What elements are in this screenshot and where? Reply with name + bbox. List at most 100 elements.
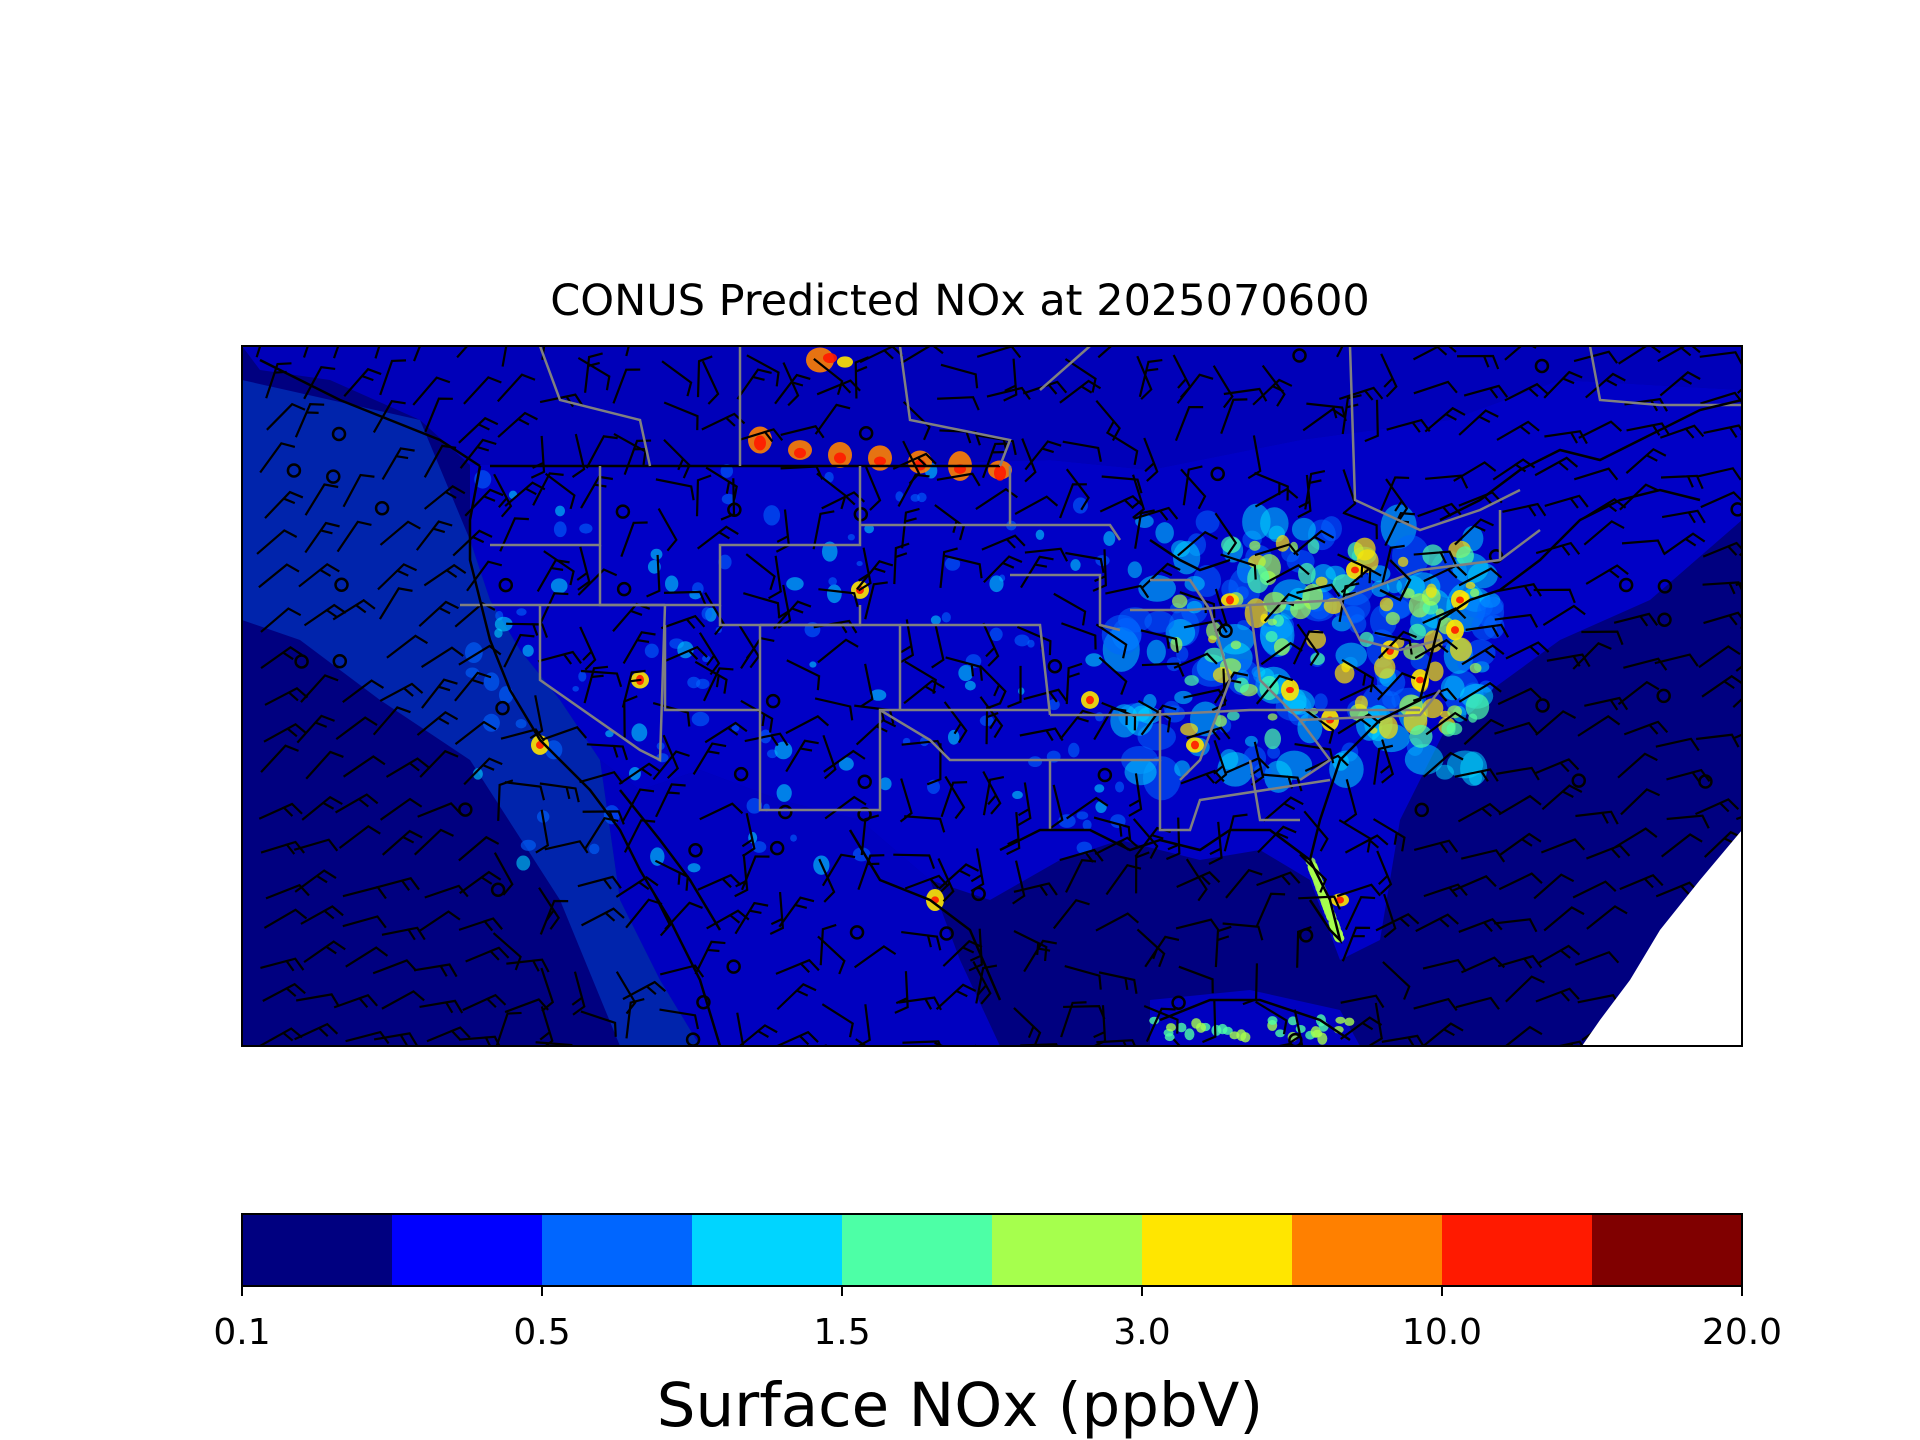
nox-hotspot <box>1310 1026 1321 1038</box>
wind-barb <box>1065 662 1083 705</box>
calm-wind-marker <box>696 995 711 1010</box>
wind-barb <box>1022 380 1068 395</box>
wind-barb <box>937 396 980 411</box>
wind-barb <box>1377 672 1416 701</box>
nox-hotspot <box>1086 695 1094 705</box>
nox-hotspot <box>553 521 567 538</box>
wind-barb <box>304 483 339 516</box>
calm-wind-marker <box>616 581 632 597</box>
nox-hotspot <box>579 523 593 534</box>
wind-barb <box>1013 1007 1042 1046</box>
wind-barb <box>294 869 337 893</box>
nox-hotspot <box>721 493 736 505</box>
nox-hotspot <box>1221 536 1241 554</box>
nox-hotspot <box>687 863 701 873</box>
wind-barb <box>1700 491 1742 509</box>
wind-barb <box>300 905 344 925</box>
wind-barb <box>577 875 622 890</box>
wind-barb <box>500 728 545 742</box>
colorbar-segment <box>842 1214 993 1286</box>
wind-barb <box>982 622 1000 667</box>
wind-barb <box>1183 619 1228 634</box>
nox-hotspot <box>650 847 665 866</box>
wind-barb <box>1380 353 1398 398</box>
wind-barb <box>1140 629 1179 653</box>
wind-barb <box>419 749 459 778</box>
wind-barb <box>972 961 992 1005</box>
wind-barb <box>744 732 789 747</box>
wind-barb <box>1535 541 1581 556</box>
wind-barb <box>1143 437 1159 482</box>
nox-hotspot <box>1409 724 1433 748</box>
wind-barb <box>704 721 748 744</box>
wind-barb <box>934 504 966 541</box>
wind-barb <box>1695 798 1740 816</box>
wind-barb <box>303 365 336 400</box>
nox-hotspot <box>1047 699 1060 711</box>
wind-barb <box>1494 613 1539 628</box>
wind-barb <box>702 667 734 702</box>
calm-wind-marker <box>1618 577 1634 593</box>
wind-barb <box>1293 529 1335 555</box>
wind-barb <box>1252 378 1293 406</box>
wind-barb <box>813 358 844 395</box>
colorbar-tick-label: 0.1 <box>213 1312 271 1353</box>
nox-hotspot <box>720 463 734 478</box>
wind-barb <box>856 559 894 591</box>
wind-barb <box>652 750 690 781</box>
nox-hotspot <box>754 435 766 451</box>
border-line <box>898 346 1012 467</box>
wind-barb <box>1496 420 1540 441</box>
wind-barb <box>259 1027 303 1046</box>
wind-barb <box>260 957 305 972</box>
wind-barb <box>780 425 825 439</box>
calm-wind-marker <box>334 577 349 593</box>
wind-barb <box>1024 547 1069 562</box>
wind-barb <box>1254 487 1299 508</box>
wind-barb <box>1266 564 1310 584</box>
calm-wind-marker <box>1218 623 1233 638</box>
wind-barb <box>1177 530 1219 557</box>
calm-wind-marker <box>778 804 793 820</box>
wind-barb <box>824 795 867 820</box>
wind-barb <box>300 674 339 703</box>
wind-barb <box>1144 935 1180 968</box>
wind-barb <box>1262 796 1304 822</box>
wind-barb <box>1584 696 1629 711</box>
wind-barb <box>372 706 411 736</box>
wind-barb <box>1617 680 1660 706</box>
wind-barb <box>1575 810 1619 825</box>
nox-hotspot <box>1456 596 1464 604</box>
colorbar-segment <box>392 1214 543 1286</box>
wind-barb <box>814 403 851 435</box>
wind-barb <box>1662 532 1706 556</box>
wind-barb <box>1461 644 1505 666</box>
nox-hotspot <box>1174 690 1193 705</box>
nox-hotspot <box>879 777 892 791</box>
wind-barb <box>1303 708 1335 744</box>
wind-barb <box>936 472 981 487</box>
wind-barb <box>373 1032 418 1046</box>
wind-barb <box>1225 868 1263 899</box>
wind-barb <box>1176 373 1214 404</box>
wind-barb <box>1303 810 1329 852</box>
nox-hotspot <box>834 452 846 464</box>
nox-hotspot <box>917 492 927 503</box>
wind-barb <box>379 359 407 396</box>
wind-barb <box>418 600 459 628</box>
wind-barb <box>625 998 645 1039</box>
nox-hotspot <box>1449 637 1473 662</box>
colorbar-tick-label: 3.0 <box>1113 1312 1171 1353</box>
coastline <box>1159 998 1351 1042</box>
nox-hotspot <box>1260 613 1269 624</box>
wind-barb <box>1059 483 1087 519</box>
wind-barb <box>1064 358 1097 393</box>
nox-hotspot <box>1176 1022 1187 1033</box>
nox-hotspot <box>989 627 1003 642</box>
nox-hotspot <box>1028 756 1043 768</box>
nox-hotspot <box>1027 639 1035 648</box>
wind-barb <box>1136 355 1153 400</box>
nox-hotspot <box>1117 607 1153 633</box>
wind-barb <box>1012 860 1026 905</box>
colorbar-tick-label: 0.5 <box>513 1312 571 1353</box>
